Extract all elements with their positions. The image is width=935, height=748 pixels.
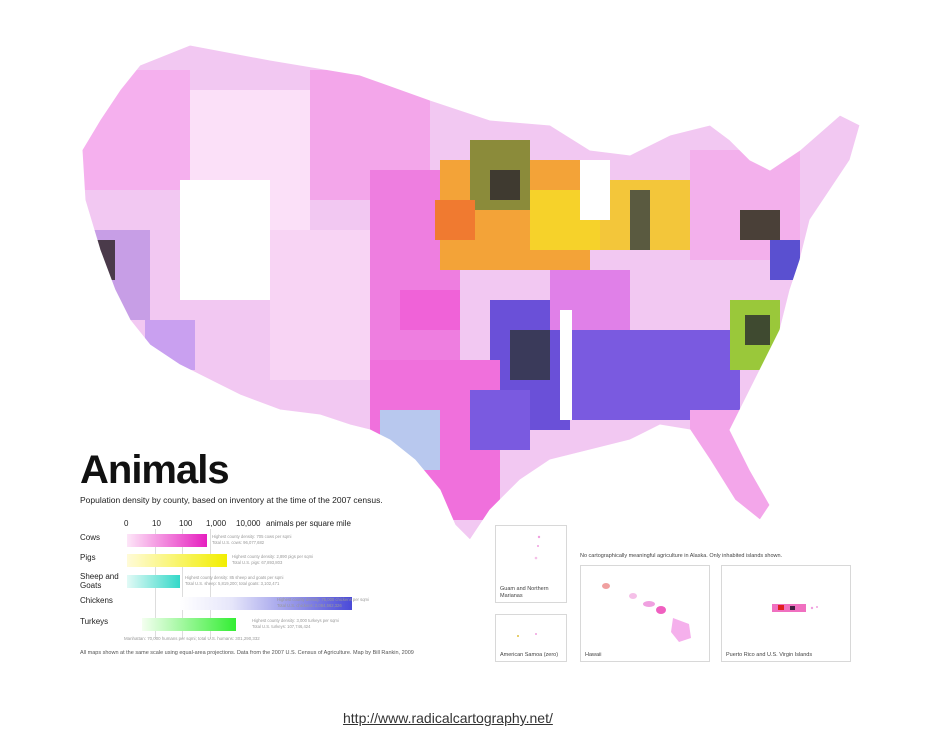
virgin-island-dot [810, 606, 814, 610]
ozark-dense [510, 330, 550, 380]
legend-row-pigs: Pigs Highest county density: 2,890 pigs … [80, 551, 400, 569]
legend-label-pigs: Pigs [80, 553, 96, 562]
inset-samoa: American Samoa (zero) [495, 614, 567, 662]
legend-label-sheep-goats: Sheep and Goats [80, 572, 119, 590]
legend-note-pigs-max: Highest county density: 2,890 pigs per s… [232, 554, 314, 559]
virgin-island-dot [816, 606, 818, 608]
central-valley-dense [95, 240, 115, 280]
scale-gridline [182, 529, 183, 639]
mississippi-river [560, 310, 572, 420]
inset-hawaii: Hawaii [580, 565, 710, 662]
legend-note-turkeys-total: Total U.S. turkeys: 107,746,424 [252, 624, 311, 629]
southern-california [145, 320, 195, 370]
inset-label-guam: Guam and Northern Marianas [500, 586, 549, 599]
southwest-region [270, 230, 370, 380]
puerto-rico-svg [772, 604, 818, 612]
guam-island-dot [537, 545, 539, 547]
samoa-island-dot [535, 633, 537, 635]
inset-guam: Guam and Northern Marianas [495, 525, 567, 603]
legend-bar-sheep-goats [127, 575, 180, 588]
maui-island [656, 606, 666, 614]
legend-note-cows-max: Highest county density: 705 cows per sqm… [212, 534, 292, 539]
inset-label-puerto-rico: Puerto Rico and U.S. Virgin Islands [726, 651, 813, 658]
iowa-dense-mix [490, 170, 520, 200]
northwest-region [82, 70, 190, 190]
legend-bar-chickens [180, 597, 352, 610]
alaska-note: No cartographically meaningful agricultu… [580, 553, 783, 559]
legend-label-chickens: Chickens [80, 596, 113, 605]
legend-note-cows-total: Total U.S. cows: 96,077,682 [212, 540, 265, 545]
hawaii-islands-svg [602, 583, 691, 642]
florida-region [690, 410, 780, 530]
inset-label-hawaii: Hawaii [585, 651, 602, 658]
scale-tick-10: 10 [152, 519, 161, 528]
oklahoma-region [400, 290, 460, 330]
scale-tick-10000: 10,000 [236, 519, 261, 528]
scale-unit-label: animals per square mile [266, 519, 351, 528]
legend-bar-turkeys [142, 618, 236, 631]
legend-note-sheep-max: Highest county density: 85 sheep and goa… [185, 575, 284, 580]
legend-row-sheep-goats: Sheep and Goats Highest county density: … [80, 572, 400, 590]
samoa-island-dot [517, 635, 519, 637]
indiana-dense [630, 190, 650, 250]
legend-note-pigs-total: Total U.S. pigs: 67,893,803 [232, 560, 283, 565]
puerto-rico-dense-area [778, 605, 784, 610]
guam-island-dot [537, 535, 541, 539]
map-subtitle: Population density by county, based on i… [80, 495, 383, 505]
scale-gridline [210, 529, 211, 639]
southeast-chickens [570, 330, 740, 420]
source-footnote: All maps shown at the same scale using e… [80, 650, 414, 656]
lake-michigan [580, 160, 610, 220]
legend-label-cows: Cows [80, 533, 101, 542]
legend-row-turkeys: Turkeys Highest county density: 3,000 tu… [80, 615, 400, 633]
legend-note-sheep-total: Total U.S. sheep: 5,819,200; total goats… [185, 581, 280, 586]
puerto-rico-island [772, 604, 806, 612]
scale-tick-1000: 1,000 [206, 519, 227, 528]
source-url-link[interactable]: http://www.radicalcartography.net/ [343, 710, 553, 726]
nc-dense [745, 315, 770, 345]
inset-puerto-rico: Puerto Rico and U.S. Virgin Islands [721, 565, 851, 662]
legend-bar-cows [127, 534, 207, 547]
samoa-islands-svg [517, 633, 537, 637]
us-outline [81, 44, 861, 540]
inset-label-samoa: American Samoa (zero) [500, 651, 559, 658]
east-texas-chickens [470, 390, 530, 450]
oahu-island [629, 593, 637, 599]
legend-row-chickens: Chickens Highest county density: 75,000 … [80, 594, 400, 612]
legend-note-chickens-max: Highest county density: 75,000 chickens … [277, 597, 369, 602]
us-county-map [70, 30, 870, 540]
scale-tick-0: 0 [124, 519, 129, 528]
guam-islands-svg [534, 535, 541, 560]
great-basin-region [180, 180, 270, 300]
human-density-note: Manhattan: 70,000 humans per sqmi; total… [124, 636, 260, 641]
molokai-island [643, 601, 655, 607]
guam-island-dot [534, 556, 538, 560]
legend-label-turkeys: Turkeys [80, 617, 109, 626]
legend-note-turkeys-max: Highest county density: 3,000 turkeys pe… [252, 618, 339, 623]
legend-note-chickens-total: Total U.S. chickens: 2,084,562,326 [277, 603, 342, 608]
nebraska-mix [435, 200, 475, 240]
puerto-rico-dense-area [790, 606, 795, 610]
big-island [671, 618, 691, 642]
kauai-island [602, 583, 610, 589]
map-title: Animals [80, 448, 230, 492]
legend-bar-pigs [127, 554, 227, 567]
pennsylvania-dense [740, 210, 780, 240]
legend-row-cows: Cows Highest county density: 705 cows pe… [80, 531, 400, 549]
scale-tick-100: 100 [179, 519, 193, 528]
us-map-svg [81, 44, 861, 540]
delmarva-chickens [770, 240, 800, 280]
